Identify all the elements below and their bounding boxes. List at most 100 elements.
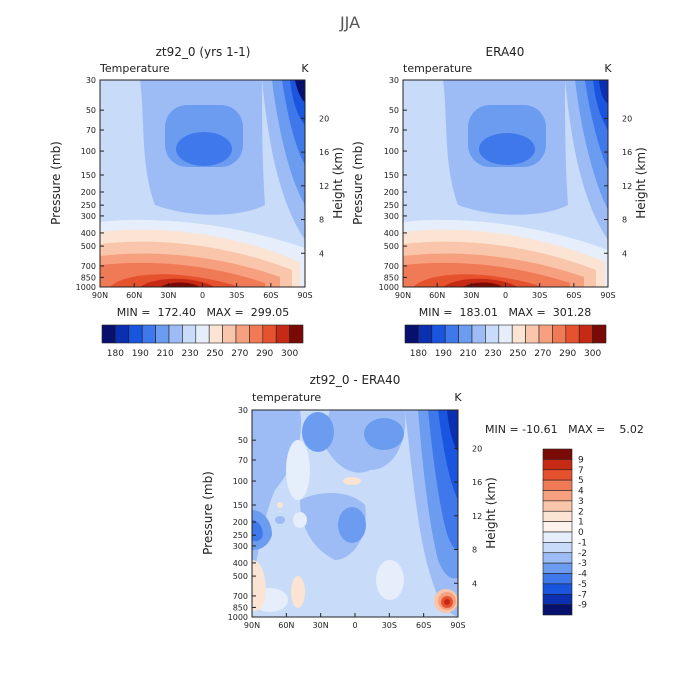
x-tick-label: 30S <box>382 621 397 630</box>
y-tick-label: 700 <box>233 592 248 601</box>
panel-subtitle-right: K <box>301 62 309 75</box>
height-tick-label: 20 <box>319 114 329 123</box>
y-tick-label: 50 <box>86 106 96 115</box>
y-tick-label: 200 <box>384 188 399 197</box>
x-ticks: 90N 60N 30N 0 30S 60S 90S <box>92 283 313 300</box>
colorbar-swatch <box>182 324 197 344</box>
y-tick-label: 250 <box>384 201 399 210</box>
x-tick-label: 60N <box>126 291 142 300</box>
y-axis-label-right: Height (km) <box>484 477 498 548</box>
y-tick-label: 400 <box>384 229 399 238</box>
y-tick-label: 850 <box>81 273 96 282</box>
height-tick-label: 8 <box>319 216 324 225</box>
colorbar-label: 180 <box>410 349 427 359</box>
y-tick-label: 150 <box>233 501 248 510</box>
x-tick-label: 90S <box>600 291 615 300</box>
colorbar-swatch <box>565 324 580 344</box>
colorbar-swatch <box>552 324 567 344</box>
colorbar-label: -3 <box>578 559 587 569</box>
colorbar-label: 190 <box>435 349 452 359</box>
height-tick-label: 16 <box>472 478 482 487</box>
x-ticks: 90N 60N 30N 0 30S 60S 90S <box>244 613 466 630</box>
y-tick-label: 50 <box>389 106 399 115</box>
x-tick-label: 60N <box>429 291 445 300</box>
panel-title: zt92_0 (yrs 1-1) <box>156 45 251 59</box>
x-tick-label: 60N <box>278 621 294 630</box>
colorbar-label: -1 <box>578 538 587 548</box>
x-tick-label: 90S <box>450 621 465 630</box>
colorbar-swatch <box>542 593 573 605</box>
y-axis-label: Pressure (mb) <box>351 141 365 225</box>
y-tick-label: 70 <box>238 456 248 465</box>
x-tick-label: 60S <box>416 621 431 630</box>
colorbar-swatch <box>208 324 223 344</box>
x-tick-label: 30N <box>313 621 329 630</box>
y-tick-label: 400 <box>233 559 248 568</box>
x-tick-label: 0 <box>200 291 205 300</box>
colorbar-swatch <box>128 324 143 344</box>
contour-field <box>100 80 305 287</box>
y-tick-label: 70 <box>389 126 399 135</box>
colorbar-swatch <box>542 469 573 481</box>
y-tick-label: 30 <box>238 406 248 415</box>
height-tick-label: 8 <box>622 216 627 225</box>
contour-field <box>403 80 608 287</box>
x-tick-label: 0 <box>352 621 357 630</box>
x-tick-label: 90N <box>395 291 411 300</box>
y-axis-label: Pressure (mb) <box>49 141 63 225</box>
y-tick-label: 250 <box>233 531 248 540</box>
y-tick-label: 400 <box>81 229 96 238</box>
panel-reanalysis: ERA40 temperature K 30507010015020025030… <box>351 45 648 359</box>
y-tick-label: 1000 <box>379 283 399 292</box>
colorbar-swatch <box>222 324 237 344</box>
panel-model: zt92_0 (yrs 1-1) Temperature K 30 50 70 100… <box>49 45 345 359</box>
panel-subtitle-left: temperature <box>403 62 472 75</box>
stats-text: MIN = 172.40 MAX = 299.05 <box>117 306 289 319</box>
panel-subtitle-left: Temperature <box>99 62 170 75</box>
contour-field <box>252 410 458 617</box>
colorbar-label: 250 <box>206 349 223 359</box>
colorbar-swatch <box>542 604 573 616</box>
colorbar-label: 5 <box>578 476 584 486</box>
colorbar-label: 3 <box>578 497 584 507</box>
colorbar-swatch <box>168 324 183 344</box>
height-ticks: 20 16 12 8 4 <box>454 444 482 588</box>
colorbar-swatch <box>542 500 573 512</box>
colorbar-swatch <box>542 573 573 585</box>
x-tick-label: 30N <box>463 291 479 300</box>
colorbar-label: -7 <box>578 590 587 600</box>
height-tick-label: 4 <box>319 249 324 258</box>
y-tick-label: 700 <box>384 262 399 271</box>
colorbar-swatch <box>542 562 573 574</box>
colorbar-swatch <box>404 324 419 344</box>
colorbar-label: 4 <box>578 487 584 497</box>
colorbar-swatch <box>498 324 513 344</box>
y-tick-label: 30 <box>86 76 96 85</box>
x-ticks: 90N 60N 30N 0 30S 60S 90S <box>395 283 616 300</box>
colorbar-label: -5 <box>578 580 587 590</box>
x-tick-label: 90N <box>92 291 108 300</box>
panel-subtitle-left: temperature <box>252 391 321 404</box>
x-tick-label: 30N <box>160 291 176 300</box>
colorbar-swatch <box>525 324 540 344</box>
y-tick-label: 150 <box>384 171 399 180</box>
colorbar-label: 210 <box>460 349 477 359</box>
colorbar-swatch <box>542 448 573 460</box>
y-tick-label: 50 <box>238 436 248 445</box>
colorbar-swatch <box>542 510 573 522</box>
colorbar-label: 180 <box>107 349 124 359</box>
y-tick-label: 850 <box>384 273 399 282</box>
panel-difference: zt92_0 - ERA40 temperature K <box>201 373 644 630</box>
colorbar-label: 300 <box>584 349 601 359</box>
colorbar-swatch <box>418 324 433 344</box>
panel-subtitle-right: K <box>454 391 462 404</box>
colorbar-label: 7 <box>578 466 584 476</box>
colorbar-label: 190 <box>132 349 149 359</box>
y-tick-label: 300 <box>384 212 399 221</box>
colorbar-swatch <box>542 479 573 491</box>
y-tick-label: 200 <box>233 518 248 527</box>
